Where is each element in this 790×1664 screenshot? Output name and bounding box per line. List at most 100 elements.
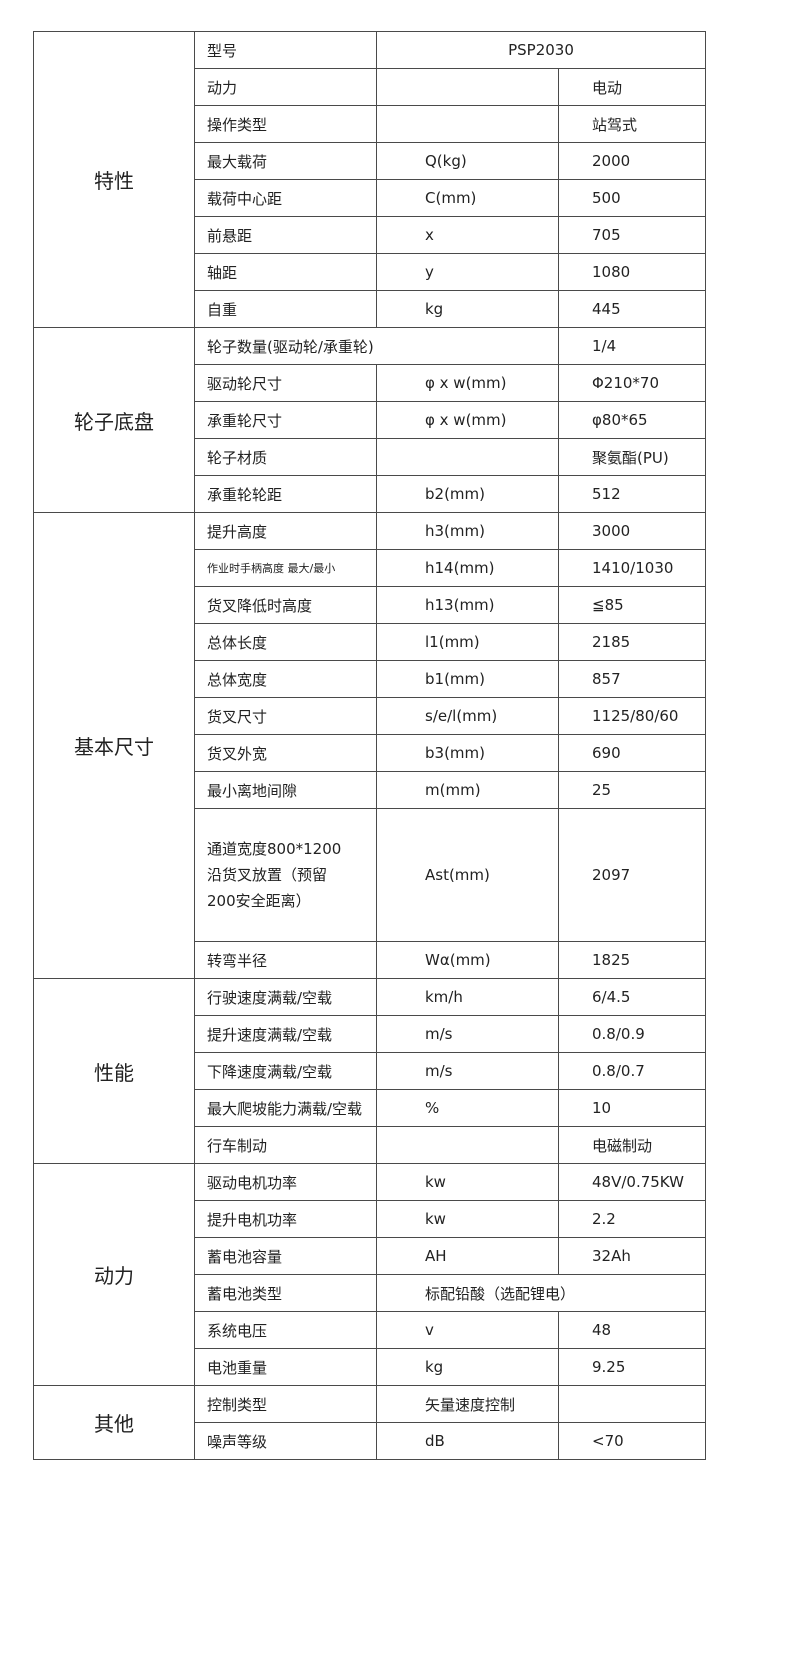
spec-label: 通道宽度800*1200 沿货叉放置（预留 200安全距离） [194, 808, 377, 942]
table-row: 最小离地间隙 m(mm) 25 [34, 771, 707, 809]
spec-value: 445 [557, 290, 707, 328]
spec-unit: dB [376, 1422, 559, 1460]
spec-value: 857 [557, 660, 707, 698]
spec-label: 承重轮轮距 [194, 475, 377, 513]
spec-label: 货叉尺寸 [194, 697, 377, 735]
spec-unit: y [376, 253, 559, 291]
spec-label: 电池重量 [194, 1348, 377, 1386]
spec-unit [376, 438, 559, 476]
spec-unit: h3(mm) [376, 512, 559, 550]
spec-label: 提升高度 [194, 512, 377, 550]
spec-unit: φ x w(mm) [376, 401, 559, 439]
spec-unit: 矢量速度控制 [376, 1385, 559, 1423]
table-row: 载荷中心距 C(mm) 500 [34, 179, 707, 217]
table-row: 驱动轮尺寸 φ x w(mm) Φ210*70 [34, 364, 707, 402]
spec-unit: v [376, 1311, 559, 1349]
spec-value: 1410/1030 [557, 549, 707, 587]
table-row: 承重轮尺寸 φ x w(mm) φ80*65 [34, 401, 707, 439]
spec-label: 前悬距 [194, 216, 377, 254]
spec-unit: b1(mm) [376, 660, 559, 698]
spec-unit: m/s [376, 1015, 559, 1053]
spec-unit: Q(kg) [376, 142, 559, 180]
spec-label: 下降速度满载/空载 [194, 1052, 377, 1090]
table-row: 轴距 y 1080 [34, 253, 707, 291]
spec-value: 电磁制动 [557, 1126, 707, 1164]
spec-label: 货叉外宽 [194, 734, 377, 772]
spec-unit: m/s [376, 1052, 559, 1090]
table-row: 货叉降低时高度 h13(mm) ≦85 [34, 586, 707, 624]
table-row: 总体长度 l1(mm) 2185 [34, 623, 707, 661]
table-row: 最大载荷 Q(kg) 2000 [34, 142, 707, 180]
spec-value: 2.2 [557, 1200, 707, 1238]
spec-value: 0.8/0.9 [557, 1015, 707, 1053]
table-row: 蓄电池容量 AH 32Ah [34, 1237, 707, 1275]
table-row: 作业时手柄高度 最大/最小 h14(mm) 1410/1030 [34, 549, 707, 587]
table-row: 提升速度满载/空载 m/s 0.8/0.9 [34, 1015, 707, 1053]
category-cell: 特性 [33, 31, 195, 328]
spec-unit: kw [376, 1200, 559, 1238]
spec-label: 控制类型 [194, 1385, 377, 1423]
spec-label: 系统电压 [194, 1311, 377, 1349]
spec-unit: kg [376, 290, 559, 328]
category-cell: 其他 [33, 1385, 195, 1460]
spec-value: 6/4.5 [557, 978, 707, 1016]
table-row: 行车制动 电磁制动 [34, 1126, 707, 1164]
table-row: 系统电压 v 48 [34, 1311, 707, 1349]
spec-label: 最小离地间隙 [194, 771, 377, 809]
spec-label: 最大载荷 [194, 142, 377, 180]
table-row: 轮子底盘 轮子数量(驱动轮/承重轮) 1/4 [33, 327, 707, 513]
spec-unit: h13(mm) [376, 586, 559, 624]
spec-value: 0.8/0.7 [557, 1052, 707, 1090]
spec-value: 2000 [557, 142, 707, 180]
spec-label: 行车制动 [194, 1126, 377, 1164]
spec-unit: l1(mm) [376, 623, 559, 661]
table-row: 货叉尺寸 s/e/l(mm) 1125/80/60 [34, 697, 707, 735]
table-row: 转弯半径 Wα(mm) 1825 [34, 941, 707, 979]
spec-label: 蓄电池类型 [194, 1274, 377, 1312]
spec-label: 货叉降低时高度 [194, 586, 377, 624]
table-row: 承重轮轮距 b2(mm) 512 [34, 475, 707, 513]
spec-value [557, 1385, 707, 1423]
spec-label: 行驶速度满载/空载 [194, 978, 377, 1016]
spec-value: 1825 [557, 941, 707, 979]
spec-label: 轮子数量(驱动轮/承重轮) [194, 327, 559, 365]
spec-value: 512 [557, 475, 707, 513]
table-row: 通道宽度800*1200 沿货叉放置（预留 200安全距离） Ast(mm) 209… [34, 808, 707, 942]
spec-unit [376, 105, 559, 143]
spec-unit: kw [376, 1163, 559, 1201]
spec-value: 705 [557, 216, 707, 254]
spec-unit: Ast(mm) [376, 808, 559, 942]
spec-value: PSP2030 [375, 31, 707, 69]
spec-value: ≦85 [557, 586, 707, 624]
table-row: 自重 kg 445 [34, 290, 707, 328]
spec-unit [376, 68, 559, 106]
spec-unit: kg [376, 1348, 559, 1386]
spec-label: 轮子材质 [194, 438, 377, 476]
spec-unit: C(mm) [376, 179, 559, 217]
spec-label: 噪声等级 [194, 1422, 377, 1460]
spec-unit: % [376, 1089, 559, 1127]
table-row: 操作类型 站驾式 [34, 105, 707, 143]
spec-value: 1/4 [557, 327, 707, 365]
table-row: 下降速度满载/空载 m/s 0.8/0.7 [34, 1052, 707, 1090]
table-row: 电池重量 kg 9.25 [34, 1348, 707, 1386]
spec-label: 提升电机功率 [194, 1200, 377, 1238]
spec-value: φ80*65 [557, 401, 707, 439]
spec-unit: m(mm) [376, 771, 559, 809]
table-row: 轮子材质 聚氨酯(PU) [34, 438, 707, 476]
table-row: 提升电机功率 kw 2.2 [34, 1200, 707, 1238]
spec-value: 9.25 [557, 1348, 707, 1386]
spec-label: 总体长度 [194, 623, 377, 661]
spec-value: Φ210*70 [557, 364, 707, 402]
spec-label: 轴距 [194, 253, 377, 291]
category-cell: 性能 [33, 978, 195, 1164]
table-row: 特性 型号 PSP2030 [33, 31, 707, 328]
spec-unit: km/h [376, 978, 559, 1016]
spec-value: 2185 [557, 623, 707, 661]
spec-table: 特性 型号 PSP2030 动力 电动 操作类型 站驾式 最大载荷 Q(kg) 2000 载荷中心距… [33, 31, 707, 1460]
spec-label: 最大爬坡能力满载/空载 [194, 1089, 377, 1127]
spec-label: 蓄电池容量 [194, 1237, 377, 1275]
spec-unit: Wα(mm) [376, 941, 559, 979]
spec-label: 自重 [194, 290, 377, 328]
spec-label: 总体宽度 [194, 660, 377, 698]
